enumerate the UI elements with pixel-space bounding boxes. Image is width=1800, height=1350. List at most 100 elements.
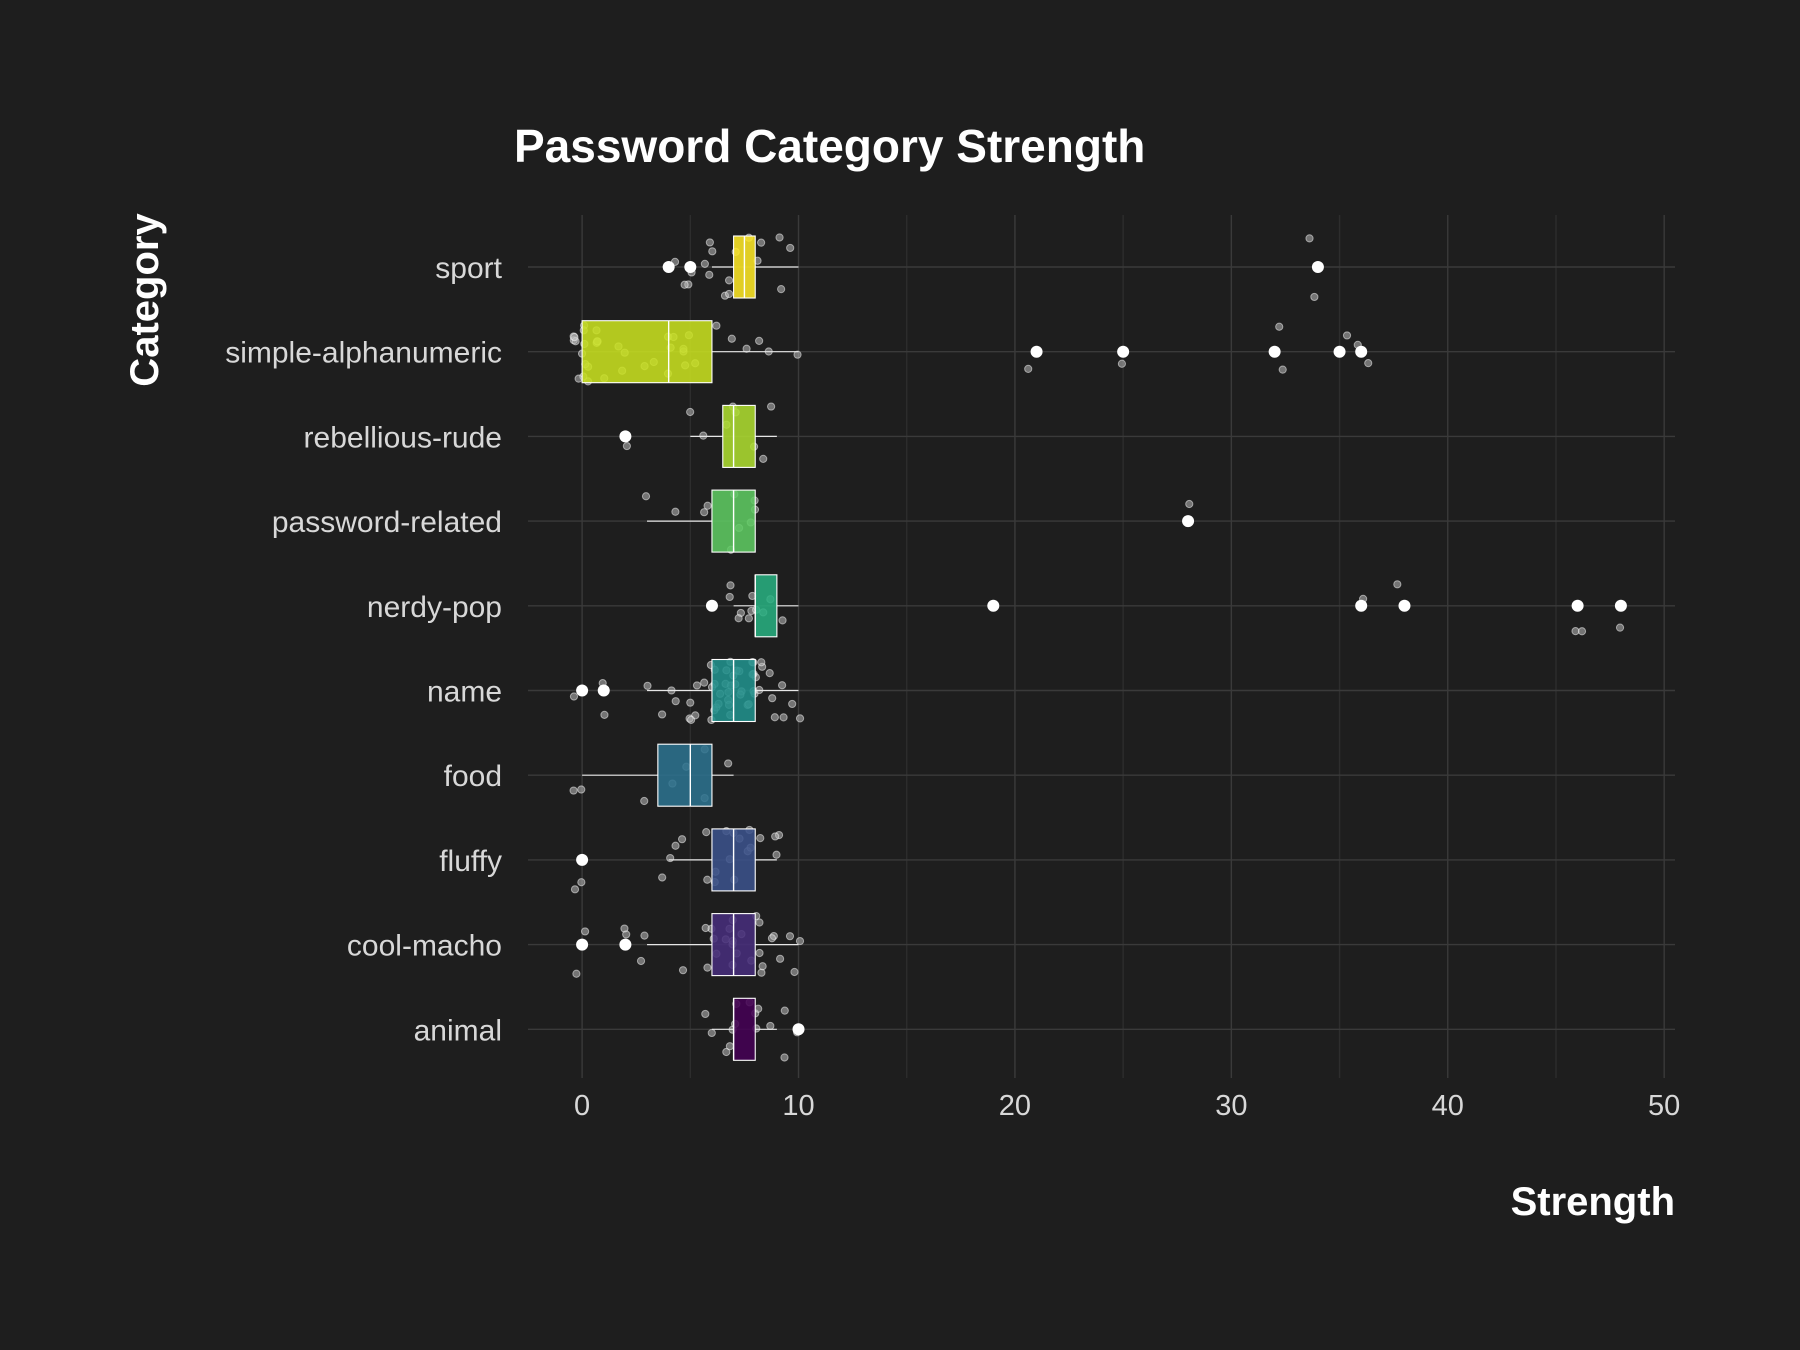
outlier-point <box>705 599 718 612</box>
outlier-point <box>619 430 632 443</box>
jitter-point <box>570 885 580 894</box>
jitter-point <box>580 927 590 936</box>
jitter-point <box>757 658 766 667</box>
outlier-point <box>1117 345 1130 358</box>
jitter-point <box>768 694 777 703</box>
jitter-point <box>703 963 712 972</box>
jitter-point <box>657 710 667 719</box>
jitter-point <box>725 1042 734 1051</box>
jitter-point <box>775 233 784 242</box>
jitter-point <box>778 681 787 690</box>
jitter-point <box>775 954 785 963</box>
category-label: sport <box>435 252 502 285</box>
jitter-point <box>793 350 802 359</box>
jitter-point <box>780 1053 789 1062</box>
jitter-point <box>755 918 764 927</box>
jitter-point <box>640 931 649 940</box>
jitter-point <box>1305 234 1314 243</box>
boxplots <box>576 235 1627 1061</box>
jitter-point <box>790 967 799 977</box>
jitter-point <box>1577 627 1587 636</box>
jitter-point <box>699 431 708 440</box>
jitter-point <box>705 270 714 279</box>
y-axis-categories: animal cool-macho fluffy food name nerdy-pop p… <box>225 252 502 1047</box>
box-food <box>657 743 713 807</box>
jitter-point <box>779 713 788 722</box>
jitter-point <box>725 289 734 299</box>
jitter-point <box>680 280 689 289</box>
jitter-point <box>686 715 696 724</box>
category-label: password-related <box>272 506 502 539</box>
category-label: food <box>444 760 502 793</box>
jitter-point <box>771 832 780 841</box>
jitter-point <box>622 441 631 451</box>
jitter-point <box>574 374 583 383</box>
category-label: rebellious-rude <box>304 421 502 454</box>
jitter-point <box>1342 331 1352 340</box>
jitter-point <box>755 336 764 345</box>
jitter-point <box>677 835 687 844</box>
jitter-point <box>765 669 774 678</box>
jitter-point <box>671 841 680 850</box>
jitter-point <box>700 678 709 687</box>
jitter-point <box>1278 365 1287 374</box>
jitter-point <box>707 1028 716 1038</box>
jitter-point <box>700 259 709 268</box>
jitter-point <box>641 492 651 501</box>
jitter-point <box>671 697 680 706</box>
x-tick-label: 50 <box>1648 1090 1680 1122</box>
jitter-point <box>671 507 680 516</box>
jitter-point <box>701 923 710 933</box>
jitter-point <box>572 969 581 978</box>
x-tick-label: 0 <box>574 1090 590 1122</box>
jitter-point <box>600 710 609 719</box>
outlier-point <box>576 853 589 866</box>
jitter-point <box>703 875 712 884</box>
jitter-point <box>1310 292 1319 302</box>
jitter-point <box>643 681 652 690</box>
jitter-point <box>767 402 776 411</box>
jitter-point <box>742 344 751 353</box>
outlier-point <box>684 261 697 273</box>
outlier-point <box>1398 599 1411 612</box>
jitter-point <box>666 853 675 863</box>
jitter-point <box>795 714 805 723</box>
jitter-point <box>686 698 695 707</box>
jitter-point <box>778 616 787 625</box>
outlier-point <box>792 1023 805 1036</box>
x-tick-label: 20 <box>999 1090 1031 1122</box>
jitter-point <box>757 238 766 247</box>
category-label: fluffy <box>439 845 502 878</box>
outlier-point <box>1355 345 1368 358</box>
jitter-point <box>692 681 702 690</box>
jitter-point <box>766 1021 775 1031</box>
jitter-point <box>577 878 586 887</box>
jitter-point <box>788 699 797 709</box>
box-rebellious-rude <box>722 404 756 468</box>
jitter-point <box>770 713 779 722</box>
outlier-point <box>987 599 1000 612</box>
jitter-point <box>759 454 768 463</box>
jitter-point <box>712 321 721 330</box>
jitter-point <box>772 850 781 859</box>
jitter-point <box>570 333 579 342</box>
x-tick-label: 40 <box>1432 1090 1464 1122</box>
jitter-point <box>1393 580 1402 589</box>
jitter-point <box>1615 623 1625 632</box>
jitter-point <box>725 592 734 602</box>
outlier-point <box>597 684 610 697</box>
jitter-point <box>744 614 753 623</box>
y-axis-title: Category <box>123 213 167 387</box>
jitter-point <box>726 581 735 590</box>
outlier-point <box>576 938 589 951</box>
outlier-point <box>1355 599 1368 612</box>
jitter-point <box>1185 499 1194 509</box>
jitter-point <box>678 966 688 975</box>
outlier-point <box>576 684 589 697</box>
jitter-point <box>724 276 734 285</box>
jitter-point <box>1117 359 1127 368</box>
jitter-point <box>702 828 711 837</box>
jitter-point <box>785 932 795 941</box>
outlier-point <box>619 938 632 951</box>
